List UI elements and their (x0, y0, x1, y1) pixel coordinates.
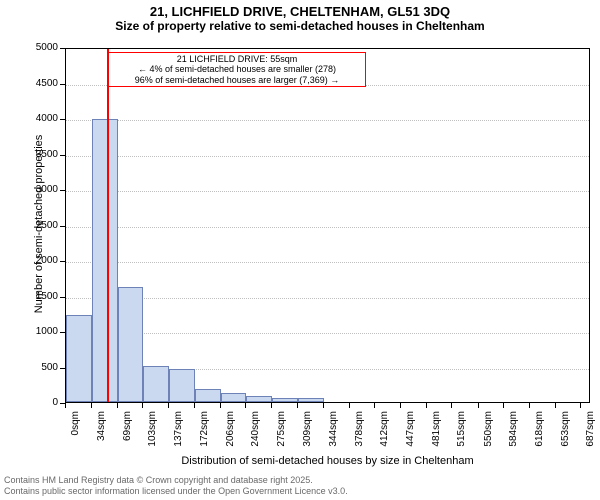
histogram-bar (272, 398, 298, 402)
annotation-line: 96% of semi-detached houses are larger (… (111, 75, 363, 85)
x-tick-label: 447sqm (405, 411, 416, 461)
x-tick-label: 34sqm (96, 411, 107, 461)
x-tick-mark (374, 403, 375, 408)
marker-line (107, 49, 109, 402)
y-tick-label: 1500 (23, 291, 58, 302)
chart-subtitle: Size of property relative to semi-detach… (0, 19, 600, 33)
x-tick-label: 584sqm (508, 411, 519, 461)
x-tick-label: 0sqm (70, 411, 81, 461)
annotation-line: 21 LICHFIELD DRIVE: 55sqm (111, 54, 363, 64)
y-tick-label: 0 (23, 397, 58, 408)
x-tick-mark (426, 403, 427, 408)
x-tick-label: 687sqm (585, 411, 596, 461)
y-tick-label: 3000 (23, 184, 58, 195)
y-tick-mark (60, 261, 65, 262)
x-tick-mark (245, 403, 246, 408)
y-tick-label: 3500 (23, 149, 58, 160)
x-tick-mark (400, 403, 401, 408)
x-tick-mark (220, 403, 221, 408)
histogram-bar (143, 366, 169, 402)
x-tick-mark (168, 403, 169, 408)
x-tick-label: 240sqm (250, 411, 261, 461)
x-tick-mark (142, 403, 143, 408)
y-tick-mark (60, 368, 65, 369)
x-tick-label: 378sqm (354, 411, 365, 461)
x-tick-mark (555, 403, 556, 408)
histogram-bar (169, 369, 195, 402)
grid-line (66, 262, 589, 263)
x-tick-label: 344sqm (328, 411, 339, 461)
x-tick-label: 309sqm (302, 411, 313, 461)
grid-line (66, 333, 589, 334)
x-tick-mark (323, 403, 324, 408)
plot-area (65, 48, 590, 403)
x-tick-mark (91, 403, 92, 408)
x-tick-label: 618sqm (534, 411, 545, 461)
histogram-bar (66, 315, 92, 402)
chart-title: 21, LICHFIELD DRIVE, CHELTENHAM, GL51 3D… (0, 0, 600, 19)
attribution-line: Contains HM Land Registry data © Crown c… (4, 475, 348, 485)
x-tick-label: 137sqm (173, 411, 184, 461)
y-tick-label: 5000 (23, 42, 58, 53)
x-tick-mark (117, 403, 118, 408)
y-tick-label: 2000 (23, 255, 58, 266)
x-tick-mark (580, 403, 581, 408)
y-tick-label: 2500 (23, 220, 58, 231)
y-tick-mark (60, 119, 65, 120)
y-tick-mark (60, 190, 65, 191)
histogram-bar (298, 398, 324, 402)
y-tick-mark (60, 332, 65, 333)
grid-line (66, 227, 589, 228)
attribution: Contains HM Land Registry data © Crown c… (4, 475, 348, 496)
x-tick-mark (349, 403, 350, 408)
x-tick-mark (65, 403, 66, 408)
x-tick-label: 69sqm (122, 411, 133, 461)
attribution-line: Contains public sector information licen… (4, 486, 348, 496)
y-tick-label: 1000 (23, 326, 58, 337)
histogram-bar (221, 393, 247, 402)
y-tick-label: 4500 (23, 78, 58, 89)
x-tick-label: 653sqm (560, 411, 571, 461)
x-tick-label: 550sqm (483, 411, 494, 461)
x-tick-label: 412sqm (379, 411, 390, 461)
y-tick-label: 500 (23, 362, 58, 373)
x-tick-label: 172sqm (199, 411, 210, 461)
y-tick-mark (60, 155, 65, 156)
histogram-bar (246, 396, 272, 402)
y-tick-mark (60, 84, 65, 85)
x-tick-label: 275sqm (276, 411, 287, 461)
histogram-bar (92, 119, 118, 402)
annotation-line: ← 4% of semi-detached houses are smaller… (111, 64, 363, 74)
x-tick-mark (194, 403, 195, 408)
x-tick-mark (271, 403, 272, 408)
grid-line (66, 120, 589, 121)
x-tick-mark (478, 403, 479, 408)
x-tick-label: 515sqm (456, 411, 467, 461)
x-tick-mark (529, 403, 530, 408)
x-tick-mark (503, 403, 504, 408)
x-tick-label: 481sqm (431, 411, 442, 461)
grid-line (66, 298, 589, 299)
grid-line (66, 156, 589, 157)
annotation-box: 21 LICHFIELD DRIVE: 55sqm ← 4% of semi-d… (108, 52, 366, 87)
y-tick-mark (60, 297, 65, 298)
grid-line (66, 191, 589, 192)
histogram-bar (118, 287, 144, 402)
y-tick-mark (60, 48, 65, 49)
y-tick-label: 4000 (23, 113, 58, 124)
x-tick-mark (297, 403, 298, 408)
y-tick-mark (60, 226, 65, 227)
x-tick-label: 206sqm (225, 411, 236, 461)
x-tick-label: 103sqm (147, 411, 158, 461)
x-tick-mark (451, 403, 452, 408)
histogram-bar (195, 389, 221, 402)
